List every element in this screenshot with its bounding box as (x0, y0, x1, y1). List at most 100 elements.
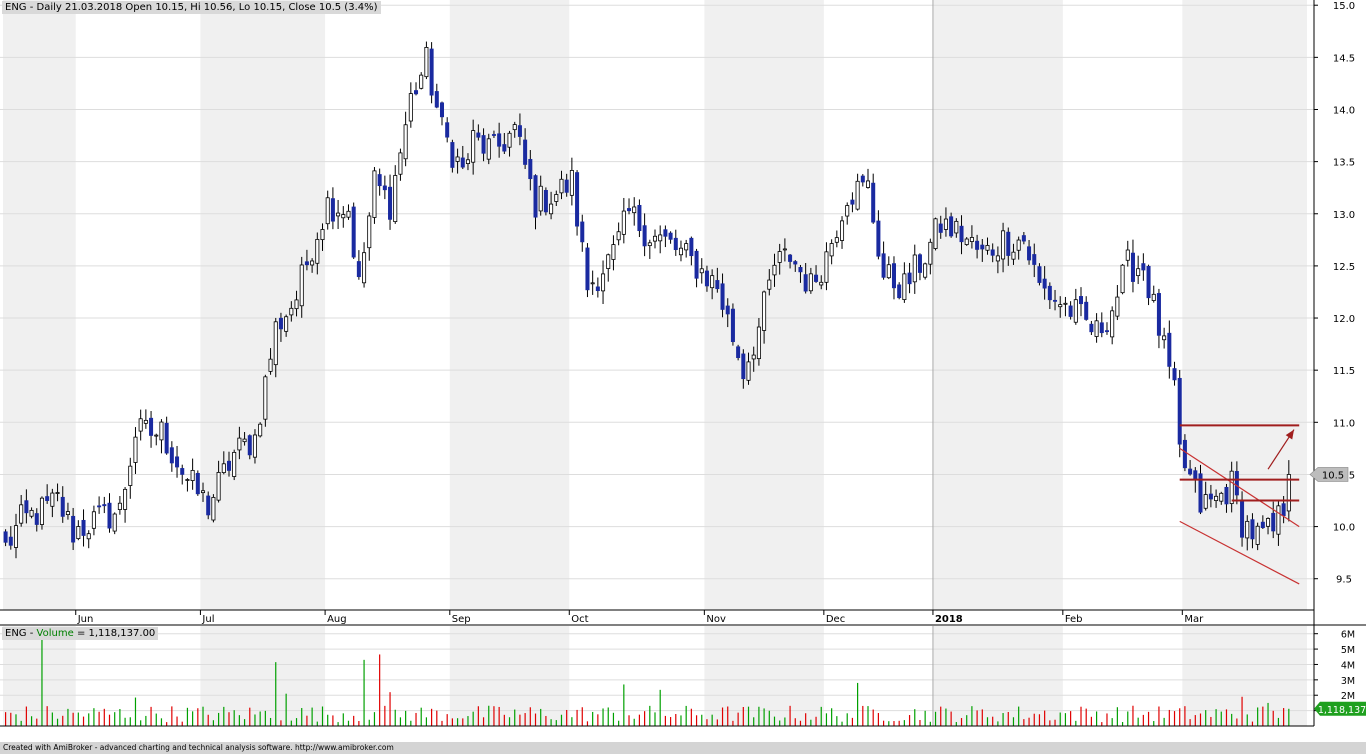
candle-down (736, 346, 741, 359)
candle-up (465, 159, 470, 164)
candle-up (1011, 251, 1016, 260)
candle-up (943, 218, 948, 230)
candle-up (569, 170, 574, 196)
date-axis-label: Jun (77, 614, 94, 625)
candle-down (169, 447, 174, 464)
candle-up (221, 463, 226, 474)
candle-down (351, 206, 356, 258)
candle-down (595, 286, 600, 292)
candle-down (1208, 493, 1213, 500)
candle-up (1219, 492, 1224, 502)
candle-down (1053, 299, 1058, 302)
candle-down (528, 158, 533, 180)
candle-down (949, 216, 954, 237)
candle-down (975, 240, 980, 250)
candle-down (517, 125, 522, 137)
date-axis-label: Nov (706, 614, 726, 625)
candle-up (933, 218, 938, 249)
candle-up (1203, 494, 1208, 509)
candle-up (336, 212, 341, 217)
candle-up (237, 437, 242, 451)
candle-down (107, 502, 112, 529)
candle-down (1172, 368, 1177, 381)
candle-up (824, 251, 829, 283)
candle-up (710, 275, 715, 289)
candle-up (746, 361, 751, 381)
candle-down (1084, 301, 1089, 320)
month-band (1182, 626, 1307, 726)
candle-down (1037, 266, 1042, 283)
candle-up (471, 130, 476, 163)
candle-up (1255, 525, 1260, 545)
candle-up (143, 419, 148, 424)
candle-up (855, 180, 860, 210)
candle-down (1224, 486, 1229, 505)
candle-down (97, 505, 102, 508)
candle-up (1016, 239, 1021, 251)
candle-down (356, 261, 361, 278)
price-axis-label: 12.5 (1333, 262, 1355, 273)
candle-up (50, 492, 55, 507)
candle-up (86, 533, 91, 540)
candle-down (959, 225, 964, 243)
candle-up (1266, 518, 1271, 527)
last-price-badge (1309, 467, 1349, 482)
candle-down (741, 353, 746, 380)
candle-down (1047, 285, 1052, 301)
candle-down (673, 237, 678, 251)
candle-up (216, 472, 221, 501)
candle-down (1027, 246, 1032, 261)
candle-down (175, 456, 180, 468)
candle-down (195, 472, 200, 495)
candle-up (678, 247, 683, 256)
candle-down (881, 253, 886, 278)
candle-down (798, 267, 803, 273)
candle-down (715, 280, 720, 290)
candle-up (325, 197, 330, 225)
candle-down (694, 250, 699, 279)
candle-down (704, 270, 709, 287)
candle-down (1188, 468, 1193, 475)
candle-up (834, 237, 839, 243)
candle-down (642, 225, 647, 247)
candle-down (491, 134, 496, 136)
candle-down (388, 186, 393, 220)
candle-down (1006, 231, 1011, 256)
candle-up (772, 264, 777, 276)
candle-up (159, 421, 164, 441)
candle-up (424, 47, 429, 78)
candle-up (367, 215, 372, 249)
candle-up (346, 210, 351, 218)
candle-up (211, 497, 216, 521)
candle-down (45, 496, 50, 501)
volume-separator: - (29, 628, 37, 639)
candle-down (627, 208, 632, 212)
date-axis-label: Oct (571, 614, 588, 625)
candle-down (476, 132, 481, 138)
candle-down (720, 283, 725, 310)
candle-down (1078, 296, 1084, 305)
candle-up (819, 281, 824, 286)
candle-up (1094, 320, 1099, 337)
price-axis-label: 12.0 (1333, 314, 1355, 325)
candle-up (912, 254, 917, 283)
price-pane-title: ENG - Daily 21.03.2018 Open 10.15, Hi 10… (2, 1, 381, 14)
candle-up (91, 511, 96, 529)
candle-up (19, 504, 24, 524)
candle-up (840, 220, 845, 241)
price-axis-label: 10.0 (1333, 523, 1355, 534)
candle-up (995, 255, 1000, 262)
candle-down (1089, 323, 1094, 333)
candle-up (507, 132, 512, 148)
candle-down (414, 90, 419, 95)
wedge-trendline (1179, 520, 1300, 585)
candle-down (497, 133, 502, 147)
month-band (200, 626, 326, 726)
candle-up (315, 239, 320, 264)
candle-up (1229, 470, 1234, 505)
candle-up (621, 210, 626, 235)
candle-up (128, 465, 133, 486)
candle-up (29, 509, 34, 517)
candle-down (502, 144, 507, 152)
date-axis-label: Jul (201, 614, 214, 625)
